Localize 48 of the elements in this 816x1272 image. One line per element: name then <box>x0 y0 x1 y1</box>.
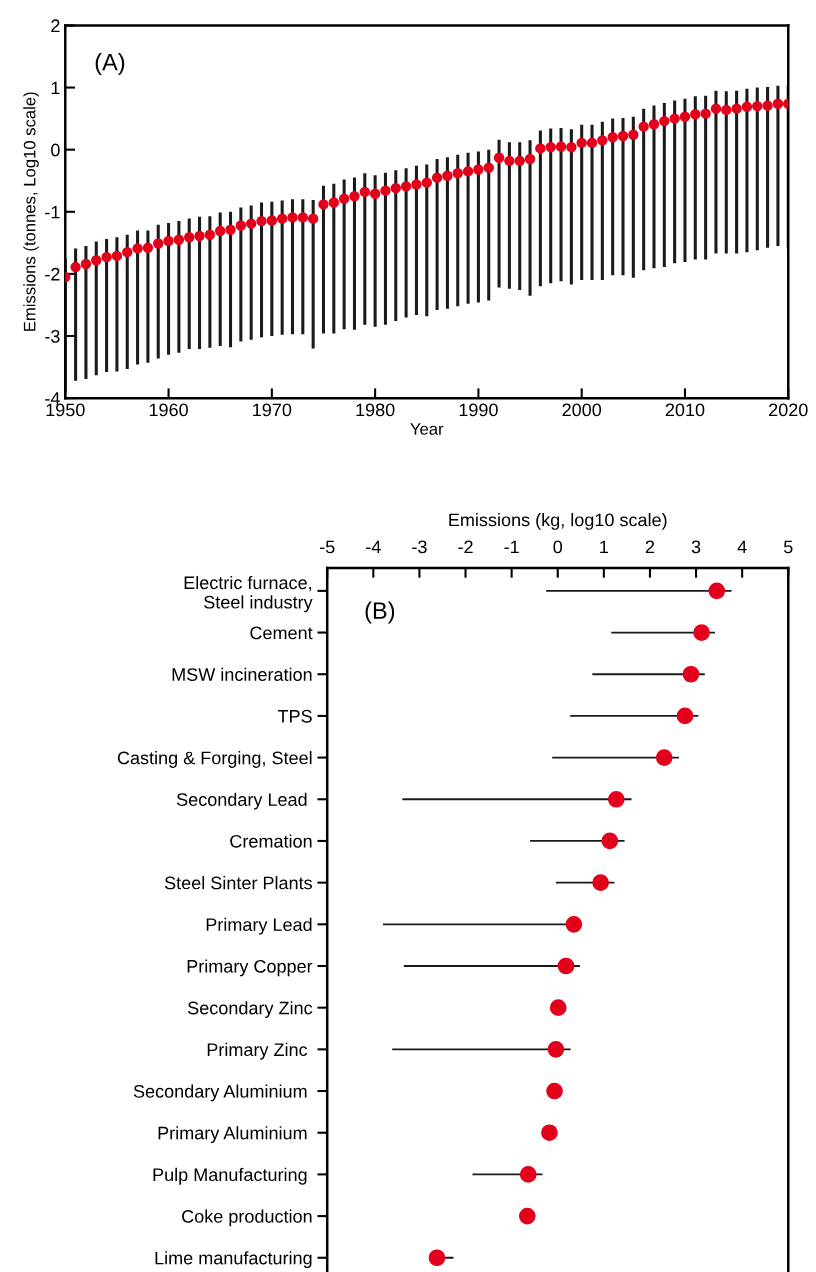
y-tick-label: Electric furnace, Steel industry <box>184 575 313 613</box>
y-tick-label: -4 <box>45 392 60 405</box>
y-tick-label: 0 <box>51 143 60 157</box>
x-tick-label: 2 <box>645 540 655 554</box>
y-tick-label: Coke production <box>182 1209 312 1227</box>
x-tick-label: -4 <box>366 540 381 554</box>
x-tick-label: 1970 <box>253 403 292 417</box>
x-tick-label: 2000 <box>562 403 602 417</box>
y-tick-label: Secondary Lead <box>176 792 307 810</box>
y-tick-label: Primary Copper <box>187 959 313 977</box>
y-tick-label: Cremation <box>230 834 312 848</box>
y-tick-label: Secondary Zinc <box>188 1001 313 1018</box>
y-tick-label: Primary Lead <box>206 917 312 935</box>
y-axis-title: Emissions (tonnes, Log10 scale) <box>23 92 39 331</box>
annotation: (B) <box>365 601 395 624</box>
x-tick-label: 5 <box>783 540 793 554</box>
y-tick-label: -3 <box>45 329 60 343</box>
x-tick-label: -3 <box>412 540 427 554</box>
x-tick-label: 1980 <box>356 403 395 417</box>
x-tick-label: 3 <box>691 540 701 554</box>
x-tick-label: 1990 <box>459 403 498 417</box>
y-tick-label: -2 <box>45 267 60 281</box>
y-tick-label: Cement <box>250 626 313 640</box>
y-tick-label: Steel Sinter Plants <box>164 876 312 890</box>
y-tick-label: -1 <box>45 205 60 219</box>
x-tick-label: 0 <box>553 540 563 554</box>
x-axis-title: Emissions (kg, log10 scale) <box>449 513 667 530</box>
x-tick-label: 2020 <box>769 403 808 417</box>
y-tick-label: Secondary Aluminium <box>133 1084 307 1102</box>
y-tick-label: TPS <box>277 709 312 723</box>
y-tick-label: 1 <box>51 81 60 95</box>
y-tick-label: Pulp Manufacturing <box>153 1167 307 1185</box>
x-tick-label: 1 <box>600 540 608 554</box>
y-tick-label: MSW incineration <box>172 667 312 681</box>
x-tick-label: -5 <box>319 540 335 554</box>
y-tick-label: Primary Zinc <box>207 1042 308 1060</box>
y-tick-label: Lime manufacturing <box>155 1251 312 1269</box>
annotation: (A) <box>95 53 125 76</box>
x-axis-title: Year <box>410 423 444 435</box>
y-tick-label: Casting & Forging, Steel <box>117 751 312 768</box>
y-tick-label: 2 <box>51 19 60 32</box>
x-tick-label: 1950 <box>46 403 85 417</box>
y-tick-label: Primary Aluminium <box>158 1126 307 1144</box>
x-tick-label: -1 <box>504 540 519 554</box>
x-tick-label: -2 <box>458 540 473 554</box>
x-tick-label: 4 <box>737 540 747 554</box>
x-tick-label: 1960 <box>149 403 188 417</box>
x-tick-label: 2010 <box>665 403 705 417</box>
